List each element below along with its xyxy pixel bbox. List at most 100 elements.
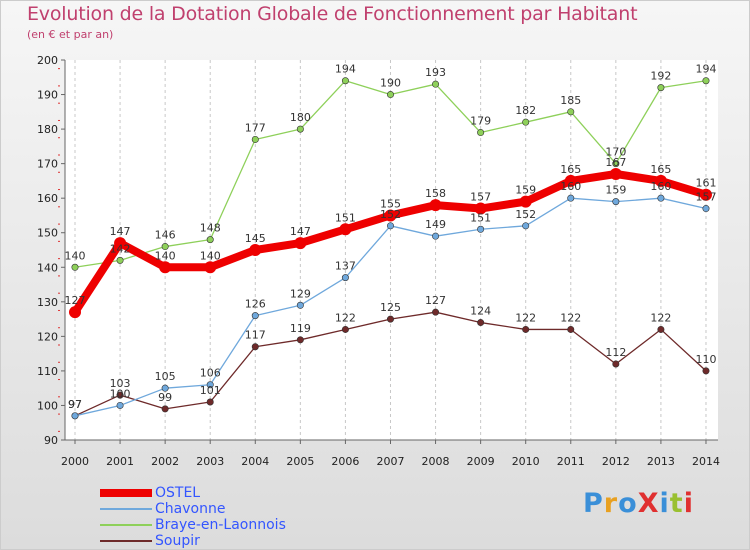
- data-label-chavonne-2008: 149: [425, 218, 446, 231]
- data-label-soupir-2001: 103: [110, 377, 131, 390]
- data-label-chavonne-2003: 106: [200, 367, 221, 380]
- point-chavonne-2005: [296, 301, 304, 309]
- data-label-braye-en-laonnois-2003: 148: [200, 222, 221, 235]
- point-ostel-2009: [474, 202, 487, 215]
- point-braye-en-laonnois-2006: [341, 77, 349, 85]
- point-braye-en-laonnois-2008: [432, 80, 440, 88]
- data-label-chavonne-2013: 160: [650, 180, 671, 193]
- data-label-soupir-2003: 101: [200, 384, 221, 397]
- y-tick-label-170: 170: [37, 158, 58, 171]
- data-label-soupir-2004: 117: [245, 329, 266, 342]
- point-braye-en-laonnois-2010: [522, 118, 530, 126]
- data-label-ostel-2007: 155: [380, 197, 401, 210]
- plot-area: [65, 60, 718, 440]
- point-ostel-2006: [339, 223, 352, 236]
- point-ostel-2007: [384, 209, 397, 222]
- x-tick-label-2014: 2014: [692, 455, 720, 468]
- point-soupir-2001: [116, 391, 124, 399]
- point-ostel-2010: [519, 195, 532, 208]
- point-chavonne-2012: [612, 198, 620, 206]
- data-label-ostel-2002: 140: [155, 249, 176, 262]
- logo-letter: X: [637, 488, 660, 519]
- legend-swatch-ostel: [100, 489, 152, 497]
- data-label-chavonne-2006: 137: [335, 260, 356, 273]
- data-label-chavonne-2005: 129: [290, 287, 311, 300]
- legend-item-ostel: OSTEL: [100, 485, 340, 501]
- point-braye-en-laonnois-2003: [206, 236, 214, 244]
- chart-subtitle: (en € et par an): [27, 28, 114, 41]
- y-tick-label-180: 180: [37, 123, 58, 136]
- x-tick-label-2006: 2006: [331, 455, 359, 468]
- point-soupir-2006: [341, 325, 349, 333]
- data-label-ostel-2013: 165: [650, 163, 671, 176]
- series-lines: [69, 77, 712, 420]
- point-chavonne-2010: [522, 222, 530, 230]
- logo-letter: i: [683, 488, 694, 519]
- x-tick-label-2000: 2000: [61, 455, 89, 468]
- point-braye-en-laonnois-2013: [657, 84, 665, 92]
- data-label-chavonne-2001: 100: [110, 387, 131, 400]
- y-tick-label-110: 110: [37, 365, 58, 378]
- data-label-chavonne-2010: 152: [515, 208, 536, 221]
- x-tick-label-2002: 2002: [151, 455, 179, 468]
- logo-letter: o: [618, 488, 638, 519]
- legend-item-soupir: Soupir: [100, 533, 340, 549]
- data-label-braye-en-laonnois-2007: 190: [380, 77, 401, 90]
- data-label-ostel-2000: 127: [65, 294, 86, 307]
- point-soupir-2005: [296, 336, 304, 344]
- point-chavonne-2002: [161, 384, 169, 392]
- data-label-soupir-2013: 122: [650, 311, 671, 324]
- data-label-chavonne-2007: 152: [380, 208, 401, 221]
- x-tick-label-2010: 2010: [512, 455, 540, 468]
- legend-item-braye-en-laonnois: Braye-en-Laonnois: [100, 517, 340, 533]
- data-label-braye-en-laonnois-2012: 170: [605, 146, 626, 159]
- data-label-chavonne-2012: 159: [605, 184, 626, 197]
- logo-letter: t: [669, 488, 684, 519]
- data-label-soupir-2002: 99: [158, 391, 172, 404]
- data-label-braye-en-laonnois-2010: 182: [515, 104, 536, 117]
- point-chavonne-2007: [386, 222, 394, 230]
- point-chavonne-2004: [251, 312, 259, 320]
- point-braye-en-laonnois-2012: [612, 160, 620, 168]
- x-tick-label-2003: 2003: [196, 455, 224, 468]
- data-label-ostel-2004: 145: [245, 232, 266, 245]
- logo-letter: P: [583, 488, 604, 519]
- proxiti-logo: ProXiti: [583, 488, 694, 519]
- point-braye-en-laonnois-2011: [567, 108, 575, 116]
- y-tick-label-160: 160: [37, 192, 58, 205]
- data-label-ostel-2001: 147: [110, 225, 131, 238]
- y-tick-label-190: 190: [37, 89, 58, 102]
- data-label-chavonne-2014: 157: [695, 191, 716, 204]
- y-tick-label-150: 150: [37, 227, 58, 240]
- data-label-soupir-2014: 110: [695, 353, 716, 366]
- data-label-braye-en-laonnois-2002: 146: [155, 229, 176, 242]
- point-ostel-2012: [609, 168, 622, 180]
- point-chavonne-2000: [71, 412, 79, 420]
- data-label-ostel-2006: 151: [335, 211, 356, 224]
- point-ostel-2001: [114, 237, 127, 250]
- y-tick-label-90: 90: [44, 434, 58, 447]
- data-label-braye-en-laonnois-2001: 142: [110, 242, 131, 255]
- point-soupir-2014: [702, 367, 710, 375]
- x-tick-label-2008: 2008: [422, 455, 450, 468]
- data-label-soupir-2012: 112: [605, 346, 626, 359]
- data-label-ostel-2011: 165: [560, 163, 581, 176]
- data-label-ostel-2005: 147: [290, 225, 311, 238]
- chart-title: Evolution de la Dotation Globale de Fonc…: [27, 3, 638, 25]
- x-tick-label-2013: 2013: [647, 455, 675, 468]
- data-label-soupir-2009: 124: [470, 305, 491, 318]
- point-soupir-2009: [477, 319, 485, 327]
- point-braye-en-laonnois-2005: [296, 125, 304, 133]
- point-braye-en-laonnois-2009: [477, 129, 485, 137]
- grid: [65, 60, 718, 440]
- y-tick-label-120: 120: [37, 330, 58, 343]
- y-tick-label-130: 130: [37, 296, 58, 309]
- data-label-soupir-2005: 119: [290, 322, 311, 335]
- point-soupir-2008: [432, 308, 440, 316]
- point-chavonne-2001: [116, 401, 124, 409]
- point-chavonne-2011: [567, 194, 575, 202]
- point-braye-en-laonnois-2007: [386, 91, 394, 99]
- point-ostel-2013: [654, 174, 667, 187]
- data-label-braye-en-laonnois-2011: 185: [560, 94, 581, 107]
